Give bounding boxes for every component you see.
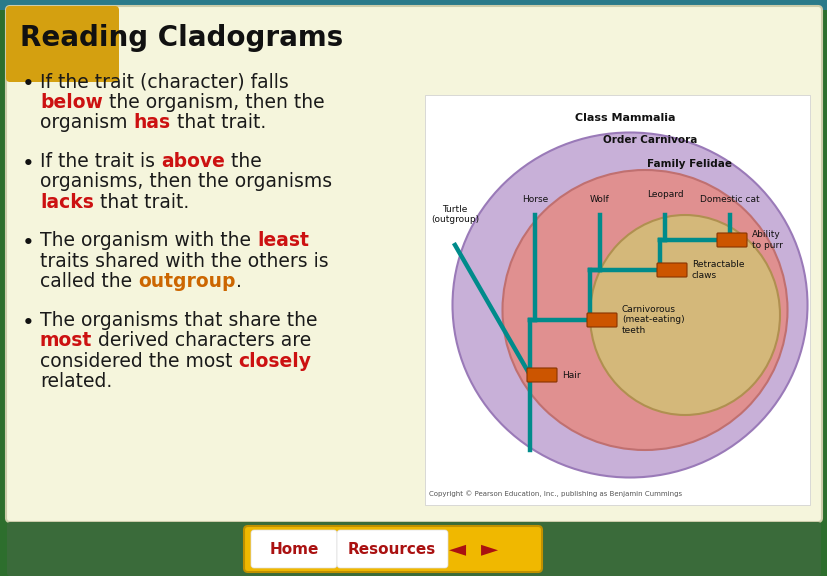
Text: the organism, then the: the organism, then the	[103, 93, 324, 112]
Text: most: most	[40, 331, 92, 350]
Text: ◄: ◄	[449, 539, 466, 559]
Text: •: •	[22, 313, 35, 333]
Text: lacks: lacks	[40, 192, 93, 211]
Text: Home: Home	[269, 541, 318, 556]
FancyBboxPatch shape	[656, 263, 686, 277]
Text: Class Mammalia: Class Mammalia	[574, 113, 675, 123]
Text: related.: related.	[40, 372, 112, 391]
Ellipse shape	[452, 132, 806, 478]
FancyBboxPatch shape	[6, 6, 119, 82]
Text: Wolf: Wolf	[590, 195, 609, 204]
FancyBboxPatch shape	[424, 95, 809, 505]
Text: below: below	[40, 93, 103, 112]
Text: traits shared with the others is: traits shared with the others is	[40, 252, 328, 271]
Text: derived characters are: derived characters are	[92, 331, 311, 350]
Text: Domestic cat: Domestic cat	[700, 195, 759, 204]
Text: Carnivorous
(meat-eating)
teeth: Carnivorous (meat-eating) teeth	[621, 305, 684, 335]
Text: Resources: Resources	[347, 541, 436, 556]
Text: Reading Cladograms: Reading Cladograms	[20, 24, 343, 52]
Text: •: •	[22, 154, 35, 173]
Text: least: least	[256, 231, 308, 250]
Text: organisms, then the organisms: organisms, then the organisms	[40, 172, 332, 191]
Text: Leopard: Leopard	[646, 190, 682, 199]
Text: Copyright © Pearson Education, Inc., publishing as Benjamin Cummings: Copyright © Pearson Education, Inc., pub…	[428, 490, 681, 497]
FancyBboxPatch shape	[716, 233, 746, 247]
Text: that trait.: that trait.	[170, 113, 265, 132]
Ellipse shape	[502, 170, 786, 450]
Text: •: •	[22, 233, 35, 253]
Text: closely: closely	[238, 352, 311, 371]
Ellipse shape	[590, 215, 779, 415]
Text: .: .	[236, 272, 241, 291]
Text: Order Carnivora: Order Carnivora	[602, 135, 696, 145]
Text: Family Felidae: Family Felidae	[647, 159, 732, 169]
Text: ►: ►	[480, 539, 498, 559]
Text: If the trait is: If the trait is	[40, 151, 160, 170]
Text: considered the most: considered the most	[40, 352, 238, 371]
Bar	[0, 0, 827, 10]
Text: Ability
to purr: Ability to purr	[751, 230, 782, 250]
FancyBboxPatch shape	[6, 6, 821, 522]
FancyBboxPatch shape	[7, 522, 820, 576]
Text: Retractable
claws: Retractable claws	[691, 260, 743, 280]
Text: •: •	[22, 74, 35, 94]
Text: The organisms that share the: The organisms that share the	[40, 310, 317, 329]
Text: outgroup: outgroup	[138, 272, 236, 291]
Text: Hair: Hair	[562, 370, 580, 380]
Text: If the trait (character) falls: If the trait (character) falls	[40, 72, 289, 91]
Text: that trait.: that trait.	[93, 192, 189, 211]
FancyBboxPatch shape	[586, 313, 616, 327]
Text: organism: organism	[40, 113, 133, 132]
Text: above: above	[160, 151, 225, 170]
FancyBboxPatch shape	[251, 530, 337, 568]
Text: Horse: Horse	[521, 195, 547, 204]
Text: The organism with the: The organism with the	[40, 231, 256, 250]
Text: the: the	[225, 151, 261, 170]
FancyBboxPatch shape	[337, 530, 447, 568]
Text: Turtle
(outgroup): Turtle (outgroup)	[430, 205, 479, 225]
Text: has: has	[133, 113, 170, 132]
FancyBboxPatch shape	[244, 526, 542, 572]
FancyBboxPatch shape	[526, 368, 557, 382]
Text: called the: called the	[40, 272, 138, 291]
